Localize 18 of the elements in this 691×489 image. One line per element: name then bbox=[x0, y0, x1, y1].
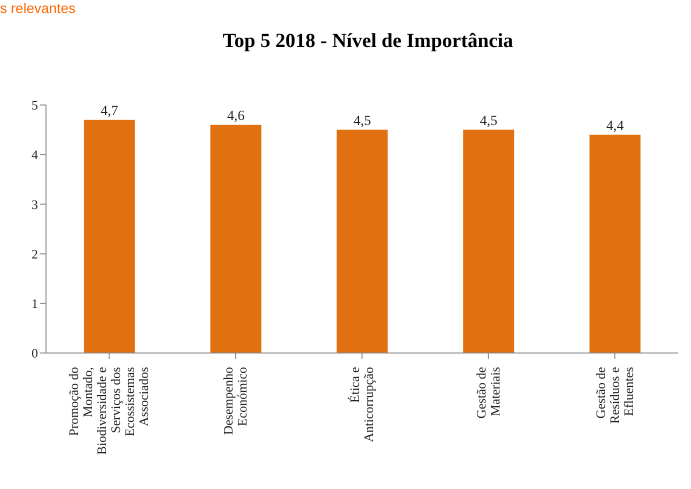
y-tick-label: 0 bbox=[32, 346, 38, 361]
data-label: 4,6 bbox=[227, 108, 245, 124]
data-label: 4,5 bbox=[353, 114, 371, 129]
y-tick-label: 1 bbox=[32, 296, 38, 312]
x-tick-label: Promoção do Montado, Biodiversidade e Serviços dos Ecossistemas Associados bbox=[66, 366, 152, 455]
y-tick-label: 3 bbox=[32, 196, 38, 212]
data-label: 4,7 bbox=[100, 104, 118, 119]
x-tick-label: Desempenho Económico bbox=[220, 367, 250, 435]
chart-title: Top 5 2018 - Nível de Importância bbox=[222, 30, 514, 53]
y-tick-label: 5 bbox=[32, 98, 38, 113]
y-tick-label: 2 bbox=[32, 246, 38, 262]
data-label: 4,4 bbox=[606, 118, 624, 134]
x-tick-label: Gestão de Resíduos e Efluentes bbox=[592, 366, 636, 424]
x-tick-label: Gestão de Materiais bbox=[473, 366, 502, 419]
x-tick-label: Ética e Anticorrupção bbox=[347, 366, 376, 442]
data-label: 4,5 bbox=[480, 114, 498, 129]
text: s relevantes bbox=[0, 0, 76, 16]
y-tick-label: 4 bbox=[32, 147, 38, 162]
